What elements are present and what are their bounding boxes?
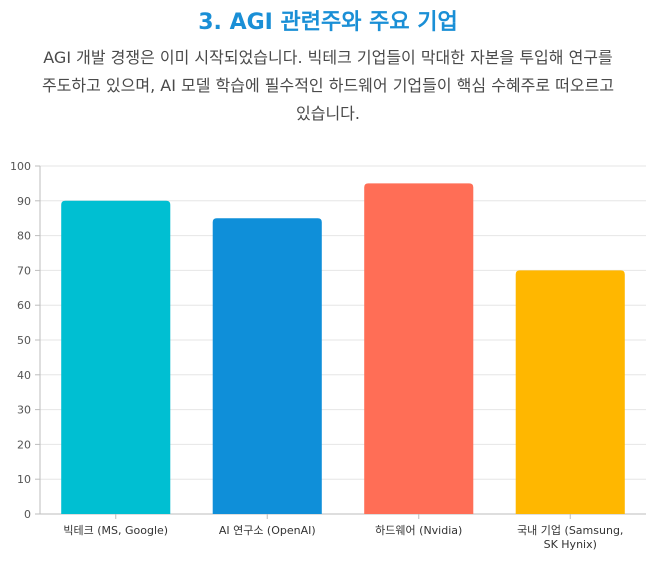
page-title: 3. AGI 관련주와 주요 기업 <box>198 10 458 35</box>
bar <box>212 218 322 514</box>
x-tick-label-line: AI 연구소 (OpenAI) <box>219 524 316 537</box>
x-tick-label: 국내 기업 (Samsung, SK Hynix) <box>517 524 623 551</box>
y-tick-label: 60 <box>17 299 31 312</box>
x-tick-label: 빅테크 (MS, Google) <box>63 524 168 537</box>
x-axis-labels: 빅테크 (MS, Google) AI 연구소 (OpenAI) 하드웨어 (Nvi… <box>63 514 623 551</box>
x-tick-label-line: SK Hynix) <box>544 538 597 551</box>
bar <box>61 200 171 515</box>
y-tick-label: 0 <box>24 508 31 521</box>
page-description: AGI 개발 경쟁은 이미 시작되었습니다. 빅테크 기업들이 막대한 자본을 … <box>4 44 652 128</box>
x-tick-label-line: 국내 기업 (Samsung, <box>517 524 623 537</box>
x-tick-label: 하드웨어 (Nvidia) <box>375 523 462 537</box>
bars <box>61 183 625 515</box>
y-axis: 0 10 20 30 40 50 60 70 80 90 100 <box>10 160 41 521</box>
y-tick-label: 40 <box>17 369 31 382</box>
y-tick-label: 70 <box>17 264 31 277</box>
description-line: 주도하고 있으며, AI 모델 학습에 필수적인 하드웨어 기업들이 핵심 수혜… <box>41 76 615 95</box>
y-tick-label: 20 <box>17 438 31 451</box>
x-tick-label-line: 빅테크 (MS, Google) <box>63 524 168 537</box>
description-line: 있습니다. <box>296 104 360 123</box>
y-tick-label: 50 <box>17 334 31 347</box>
y-tick-label: 80 <box>17 230 31 243</box>
y-tick-label: 90 <box>17 195 31 208</box>
y-tick-label: 10 <box>17 473 31 486</box>
x-tick-label: AI 연구소 (OpenAI) <box>219 524 316 537</box>
y-tick-label: 100 <box>10 160 31 173</box>
y-tick-label: 30 <box>17 404 31 417</box>
bar <box>364 183 474 514</box>
bar-chart: 0 10 20 30 40 50 60 70 80 90 100 빅테크 (MS, Google) A… <box>10 160 646 551</box>
x-tick-label-line: 하드웨어 (Nvidia) <box>375 523 462 537</box>
bar <box>515 270 625 514</box>
description-line: AGI 개발 경쟁은 이미 시작되었습니다. 빅테크 기업들이 막대한 자본을 … <box>43 48 613 67</box>
